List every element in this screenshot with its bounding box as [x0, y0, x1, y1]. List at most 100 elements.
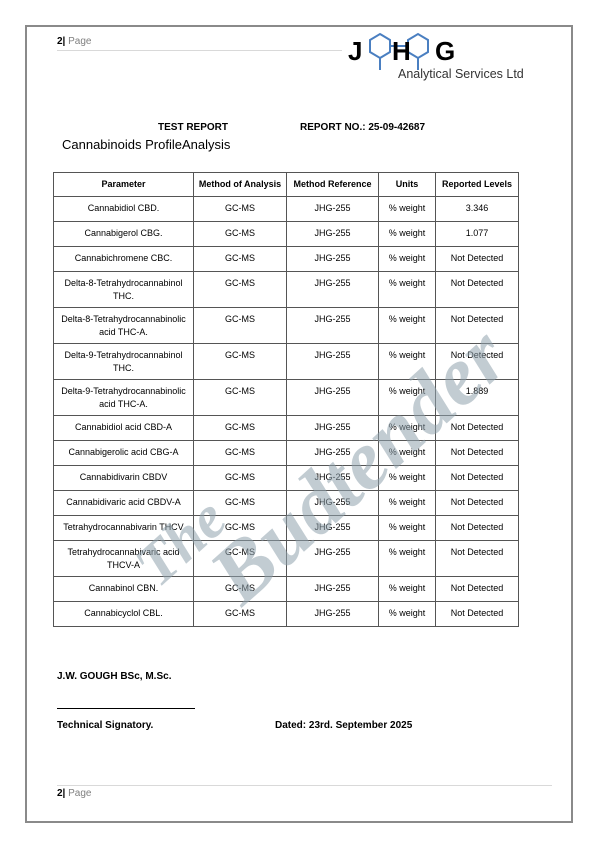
page-number: 2| [57, 36, 66, 47]
table-cell: JHG-255 [286, 246, 379, 272]
table-cell: GC-MS [193, 246, 287, 272]
table-cell: Delta-9-Tetrahydrocannabinol THC. [53, 343, 194, 380]
table-cell: GC-MS [193, 379, 287, 416]
dated: Dated: 23rd. September 2025 [275, 720, 413, 731]
table-cell: GC-MS [193, 271, 287, 308]
table-cell: JHG-255 [286, 440, 379, 466]
table-cell: GC-MS [193, 490, 287, 516]
table-cell: % weight [378, 196, 436, 222]
table-row: Cannabidivaric acid CBDV-A GC-MS JHG-255% … [53, 490, 519, 516]
table-cell: Delta-9-Tetrahydrocannabinolic acid THC-… [53, 379, 194, 416]
table-cell: Cannabinol CBN. [53, 576, 194, 602]
page-number: 2| [57, 788, 66, 799]
page-header: 2| Page [57, 36, 92, 47]
table-row: Cannabinol CBN. GC-MS JHG-255% weight Not D… [53, 576, 519, 602]
logo-letter: J [348, 36, 362, 66]
table-cell: JHG-255 [286, 515, 379, 541]
table-cell: GC-MS [193, 576, 287, 602]
table-cell: Cannabigerol CBG. [53, 221, 194, 247]
table-cell: Not Detected [435, 343, 519, 380]
table-cell: JHG-255 [286, 196, 379, 222]
table-row: Delta-9-Tetrahydrocannabinol THC. GC-MS JH… [53, 343, 519, 380]
column-header: Method of Analysis [193, 172, 287, 197]
table-cell: Tetrahydrocannabivaric acid THCV-A [53, 540, 194, 577]
table-cell: JHG-255 [286, 490, 379, 516]
table-cell: % weight [378, 221, 436, 247]
table-row: Tetrahydrocannabivaric acid THCV-A GC-MS J… [53, 540, 519, 577]
table-cell: GC-MS [193, 540, 287, 577]
table-cell: % weight [378, 440, 436, 466]
header-row: Parameter Method of Analysis Method Refere… [53, 172, 519, 197]
table-cell: JHG-255 [286, 221, 379, 247]
table-cell: % weight [378, 465, 436, 491]
table-cell: Cannabidiol acid CBD-A [53, 415, 194, 441]
table-cell: GC-MS [193, 601, 287, 627]
table-cell: GC-MS [193, 196, 287, 222]
table-cell: JHG-255 [286, 343, 379, 380]
table-cell: JHG-255 [286, 415, 379, 441]
table-row: Delta-8-Tetrahydrocannabinol THC. GC-MS JH… [53, 271, 519, 308]
column-header: Reported Levels [435, 172, 519, 197]
logo-letter: G [435, 36, 455, 66]
table-cell: Not Detected [435, 440, 519, 466]
table-row: Delta-9-Tetrahydrocannabinolic acid THC-… [53, 379, 519, 416]
table-cell: GC-MS [193, 343, 287, 380]
table-cell: % weight [378, 415, 436, 441]
logo-letter: H [392, 36, 411, 66]
table-row: Cannabichromene CBC. GC-MS JHG-255% weight… [53, 246, 519, 272]
footer-rule [57, 785, 552, 786]
header-rule [57, 50, 342, 51]
table-cell: 1.889 [435, 379, 519, 416]
table-cell: GC-MS [193, 221, 287, 247]
table-cell: GC-MS [193, 515, 287, 541]
signatory-name: J.W. GOUGH BSc, M.Sc. [57, 671, 172, 682]
report-title: TEST REPORT [158, 122, 229, 133]
table-cell: Cannabidivarin CBDV [53, 465, 194, 491]
table-cell: Not Detected [435, 601, 519, 627]
table-cell: % weight [378, 540, 436, 577]
table-cell: GC-MS [193, 465, 287, 491]
column-header: Method Reference [286, 172, 379, 197]
report-number: REPORT NO.: 25-09-42687 [300, 122, 426, 133]
page-footer: 2| Page [57, 788, 92, 799]
column-header: Parameter [53, 172, 194, 197]
table-cell: Not Detected [435, 540, 519, 577]
table-row: Tetrahydrocannabivarin THCV GC-MS JHG-255%… [53, 515, 519, 541]
logo: J H G Analytical Services Ltd [348, 32, 524, 81]
table-cell: Cannabichromene CBC. [53, 246, 194, 272]
table-cell: JHG-255 [286, 271, 379, 308]
report-subtitle: Cannabinoids ProfileAnalysis [62, 137, 231, 152]
table-cell: % weight [378, 515, 436, 541]
table-cell: % weight [378, 246, 436, 272]
table-cell: % weight [378, 576, 436, 602]
table-cell: GC-MS [193, 307, 287, 344]
table-row: Cannabigerol CBG. GC-MS JHG-255% weight 1.0… [53, 221, 519, 247]
signatory-role: Technical Signatory. [57, 720, 154, 731]
table-cell: Not Detected [435, 271, 519, 308]
table-cell: GC-MS [193, 440, 287, 466]
page-border [25, 25, 573, 823]
table-cell: GC-MS [193, 415, 287, 441]
table-cell: Cannabigerolic acid CBG-A [53, 440, 194, 466]
results-table: Parameter Method of Analysis Method Refere… [53, 172, 519, 627]
table-row: Cannabidivarin CBDV GC-MS JHG-255% weight N… [53, 465, 519, 491]
table-cell: Not Detected [435, 415, 519, 441]
table-cell: Not Detected [435, 576, 519, 602]
table-row: Cannabidiol CBD. GC-MS JHG-255% weight 3.34… [53, 196, 519, 222]
table-cell: JHG-255 [286, 379, 379, 416]
table-cell: JHG-255 [286, 540, 379, 577]
signature-line [57, 708, 195, 709]
table-cell: 1.077 [435, 221, 519, 247]
table-row: Delta-8-Tetrahydrocannabinolic acid THC-… [53, 307, 519, 344]
table-cell: Delta-8-Tetrahydrocannabinolic acid THC-… [53, 307, 194, 344]
page-label: Page [68, 36, 92, 47]
table-cell: JHG-255 [286, 307, 379, 344]
table-cell: 3.346 [435, 196, 519, 222]
table-cell: % weight [378, 307, 436, 344]
table-row: Cannabigerolic acid CBG-A GC-MS JHG-255% w… [53, 440, 519, 466]
table-cell: JHG-255 [286, 576, 379, 602]
table-cell: % weight [378, 271, 436, 308]
table-cell: Cannabicyclol CBL. [53, 601, 194, 627]
table-row: Cannabidiol acid CBD-A GC-MS JHG-255% weig… [53, 415, 519, 441]
